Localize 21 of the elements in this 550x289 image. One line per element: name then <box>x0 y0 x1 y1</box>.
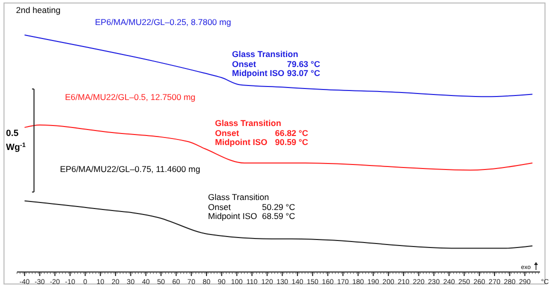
text: E6/MA/MU22/GL–0.5, 12.7500 mg <box>65 92 196 102</box>
annotation: Glass Transition <box>232 49 298 59</box>
text: EP6/MA/MU22/GL–0.25, 8.7800 mg <box>95 17 232 27</box>
annotation: Onset <box>232 59 256 69</box>
annotation: Onset <box>215 128 240 138</box>
annotation: Midpoint ISO <box>208 211 258 221</box>
annotation: Wg$^{-1}$ <box>6 142 26 152</box>
annotation: 79.63 °C <box>287 59 320 69</box>
text: EP6/MA/MU22/GL–0.75, 11.4600 mg <box>60 164 200 174</box>
annotation: 68.59 °C <box>262 211 296 221</box>
annotation: 0.5 <box>6 128 19 138</box>
annotation: Midpoint ISO <box>232 68 285 78</box>
annotation: 66.82 °C <box>275 128 308 138</box>
annotation: Onset <box>208 202 232 212</box>
text: 2nd heating <box>16 5 61 15</box>
annotation: Glass Transition <box>215 118 282 128</box>
annotation: 90.59 °C <box>275 137 308 147</box>
annotation: Glass Transition <box>208 192 270 202</box>
annotation: Midpoint ISO <box>215 137 268 147</box>
annotation: 50.29 °C <box>262 202 296 212</box>
annotation: 93.07 °C <box>287 68 320 78</box>
